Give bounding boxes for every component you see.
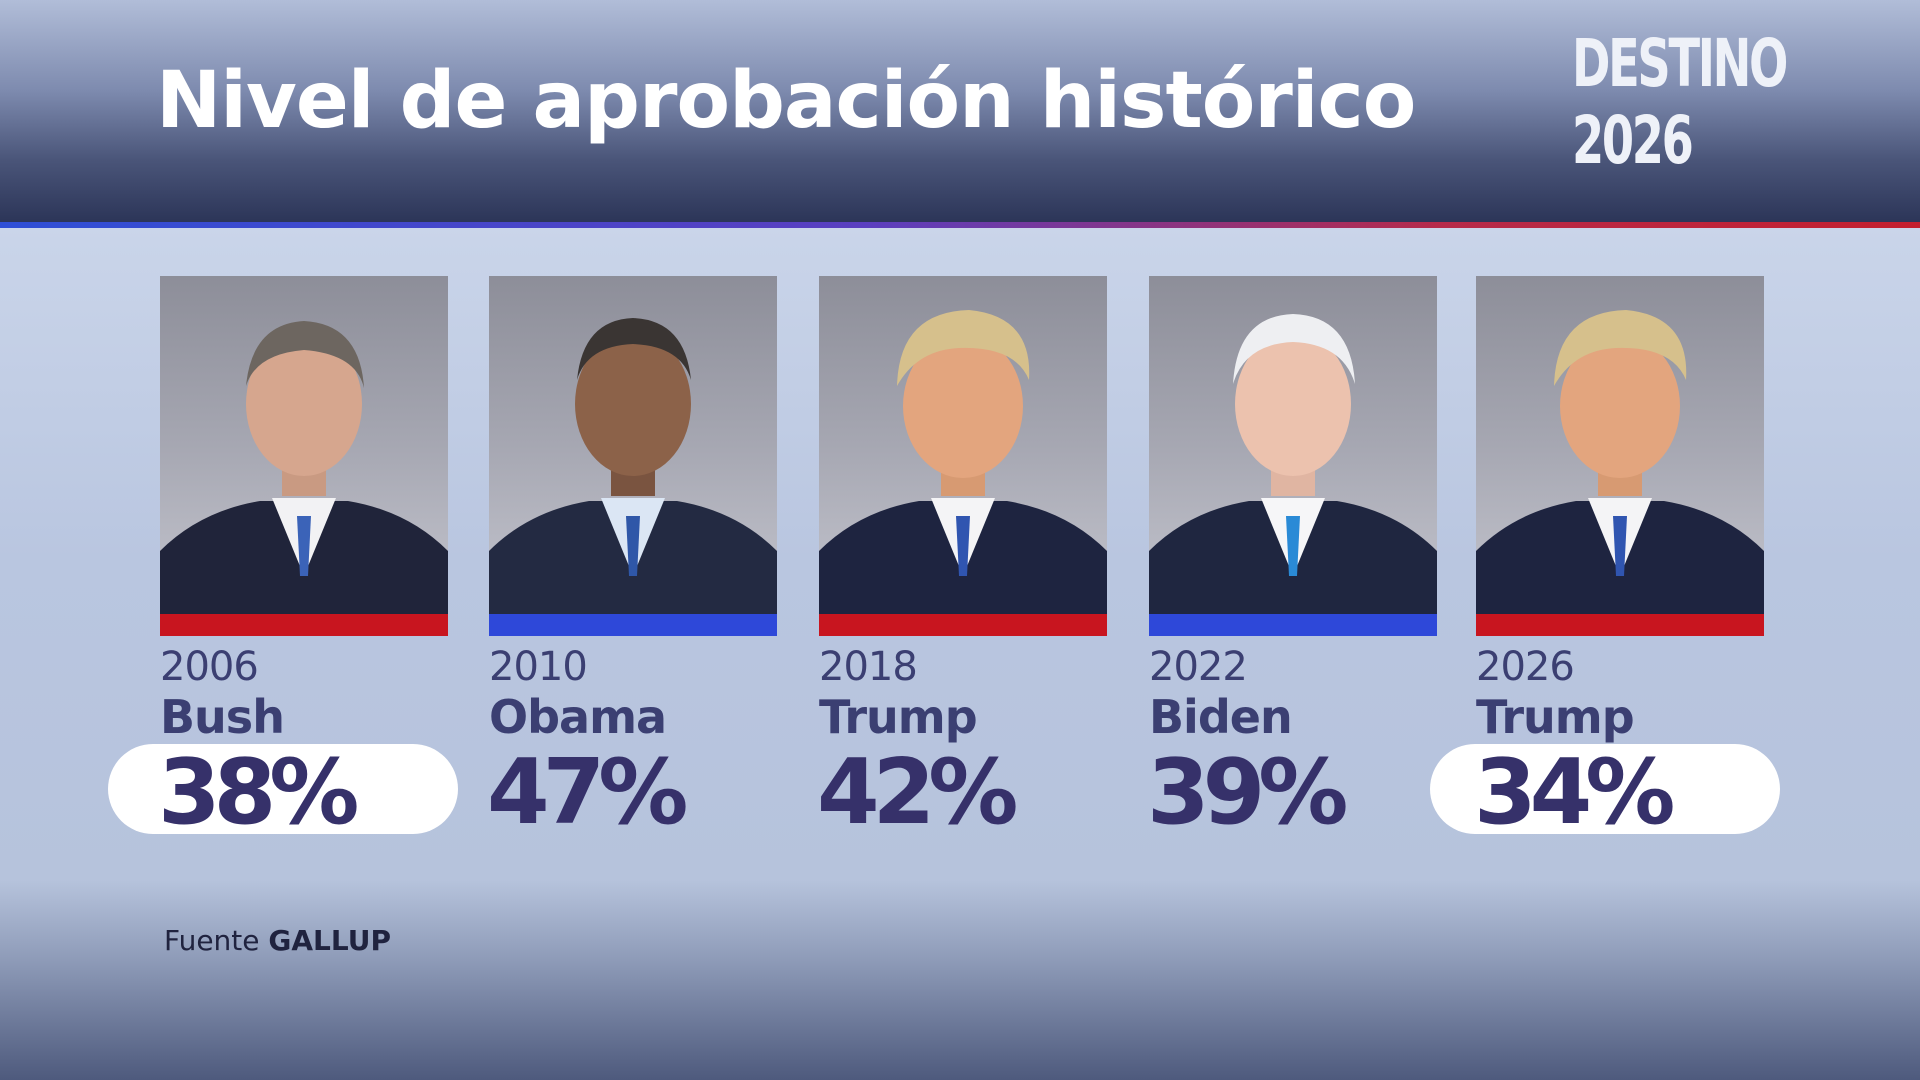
portrait-photo xyxy=(1149,276,1437,614)
approval-percent-trump-2026: 34% xyxy=(1474,740,1675,845)
president-card-obama: 2010 Obama xyxy=(489,276,777,744)
portrait-silhouette xyxy=(1149,314,1437,614)
president-name: Bush xyxy=(160,690,285,744)
president-card-trump-2026: 2026 Trump xyxy=(1476,276,1764,744)
president-name: Trump xyxy=(819,690,978,744)
year-label: 2006 xyxy=(160,644,259,690)
year-label: 2018 xyxy=(819,644,918,690)
president-name: Biden xyxy=(1149,690,1293,744)
portrait-photo xyxy=(819,276,1107,614)
approval-percent-obama: 47% xyxy=(487,740,688,845)
page-title: Nivel de aprobación histórico xyxy=(156,56,1416,146)
party-color-bar xyxy=(1476,614,1764,636)
party-color-bar xyxy=(1149,614,1437,636)
president-card-biden: 2022 Biden xyxy=(1149,276,1437,744)
year-label: 2026 xyxy=(1476,644,1575,690)
president-card-bush: 2006 Bush xyxy=(160,276,448,744)
party-color-bar xyxy=(819,614,1107,636)
portrait-photo xyxy=(160,276,448,614)
party-color-bar xyxy=(489,614,777,636)
year-label: 2022 xyxy=(1149,644,1248,690)
source-credit: Fuente GALLUP xyxy=(164,924,391,957)
portrait-silhouette xyxy=(489,318,777,614)
president-card-trump-2018: 2018 Trump xyxy=(819,276,1107,744)
portrait-silhouette xyxy=(1476,310,1764,614)
president-name: Trump xyxy=(1476,690,1635,744)
source-name: GALLUP xyxy=(268,924,392,957)
party-color-bar xyxy=(160,614,448,636)
approval-percent-trump-2018: 42% xyxy=(817,740,1018,845)
highlight-pill-trump-2026 xyxy=(1430,744,1780,834)
approval-percent-bush: 38% xyxy=(158,740,359,845)
portrait-silhouette xyxy=(819,310,1107,614)
highlight-pill-bush xyxy=(108,744,458,834)
portrait-photo xyxy=(1476,276,1764,614)
header-banner xyxy=(0,0,1920,222)
approval-percent-biden: 39% xyxy=(1147,740,1348,845)
header-stripe xyxy=(0,222,1920,228)
portrait-silhouette xyxy=(160,321,448,614)
year-label: 2010 xyxy=(489,644,588,690)
brand-logo-text: DESTINO 2026 xyxy=(1572,25,1788,179)
portrait-photo xyxy=(489,276,777,614)
source-label: Fuente xyxy=(164,924,260,957)
president-name: Obama xyxy=(489,690,667,744)
brand-logo: DESTINO 2026 xyxy=(1572,25,1920,179)
